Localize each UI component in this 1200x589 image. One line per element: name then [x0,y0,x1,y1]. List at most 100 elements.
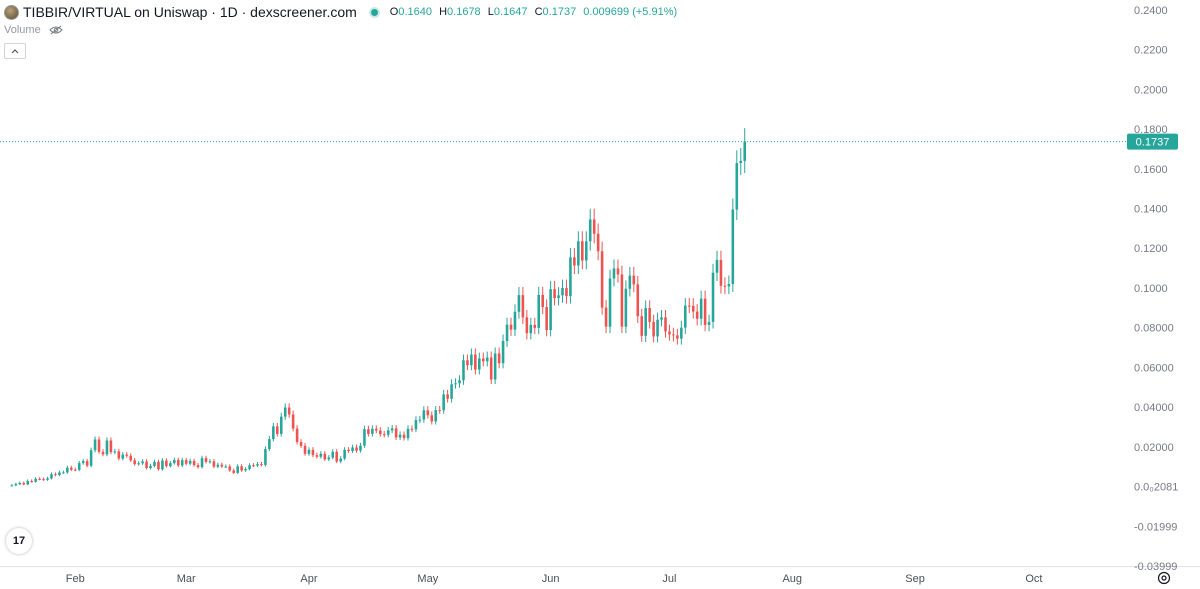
candle-body-up [161,460,164,470]
candle-body-up [113,451,117,453]
candle-body-up [680,327,683,339]
candle-body-down [668,331,671,335]
candle-body-up [386,430,390,435]
x-tick-label: Jun [542,573,560,585]
collapse-legend-button[interactable] [4,43,26,59]
candle-body-up [137,463,140,465]
candle-body-up [77,463,81,470]
x-tick-label: Sep [905,573,925,585]
candle-body-up [359,445,362,451]
candle-body-down [616,268,620,275]
candle-body-up [319,453,323,457]
candle-body-up [216,464,220,467]
candle-body-down [620,274,624,327]
candle-body-down [176,459,180,466]
candle-body-up [46,478,49,480]
candle-body-up [707,321,711,325]
candle-body-up [478,358,481,370]
candle-body-up [264,449,267,465]
ohlc-readout: O0.1640 H0.1678 L0.1647 C0.1737 0.009699… [390,6,681,18]
candle-body-up [81,461,85,464]
candle-body-up [684,305,687,328]
candle-body-down [438,410,441,412]
candle-body-down [648,308,651,322]
y-tick-label: 0.0₀2081 [1134,482,1178,494]
candle-body-down [375,428,378,431]
y-tick-label: 0.08000 [1134,323,1174,335]
candle-body-up [339,458,342,462]
y-tick-label: 0.1800 [1134,124,1168,136]
candle-body-down [295,428,299,443]
candle-body-down [636,284,640,317]
ohlc-low-value: 0.1647 [493,6,528,18]
candle-body-up [351,447,354,452]
y-tick-label: 0.1400 [1134,204,1168,216]
candle-body-down [157,461,160,470]
hide-eye-icon[interactable] [48,25,63,35]
candle-body-down [133,460,136,465]
candle-body-down [521,295,525,318]
x-tick-label: Jul [662,573,676,585]
y-tick-label: 0.1000 [1134,283,1168,295]
chevron-up-icon [11,49,19,54]
candle-body-down [54,474,57,476]
candle-body-up [699,298,703,319]
tradingview-logo[interactable]: 17 [6,528,32,554]
candle-body-up [584,241,588,261]
candle-body-down [335,451,338,462]
candle-body-down [196,465,200,468]
candle-body-up [660,317,663,320]
candle-body-down [466,360,469,366]
volume-label: Volume [4,24,41,36]
candle-body-up [549,289,552,331]
settings-gear-icon[interactable] [1157,571,1171,585]
candle-body-down [323,453,327,460]
y-tick-label: 0.2000 [1134,84,1168,96]
chart-title: TIBBIR/VIRTUAL on Uniswap · 1D · dexscre… [23,4,357,20]
candle-body-up [208,461,212,463]
candle-body-up [418,419,422,421]
chart-header: TIBBIR/VIRTUAL on Uniswap · 1D · dexscre… [4,2,681,22]
candle-body-up [62,472,65,474]
candle-body-down [220,464,224,467]
candle-body-down [723,285,727,287]
candle-body-down [347,449,350,452]
candle-body-up [363,429,366,446]
candle-body-up [283,407,287,417]
candle-body-up [513,311,517,330]
candle-body-up [66,467,69,473]
candle-body-down [600,251,604,308]
candle-body-down [184,460,188,464]
candle-body-up [422,410,426,420]
candle-body-down [291,414,295,429]
candle-body-down [378,430,382,435]
ohlc-open-value: 0.1640 [398,6,433,18]
candle-body-down [97,439,101,452]
candle-body-up [462,360,465,381]
candle-body-up [557,295,560,299]
candle-body-down [204,458,208,462]
candle-body-down [426,410,430,416]
x-tick-label: Oct [1025,573,1042,585]
candle-body-down [592,219,596,234]
candle-body-down [640,316,644,336]
y-tick-label: -0.01999 [1134,521,1177,533]
candle-body-up [180,460,184,466]
candle-body-up [644,308,647,336]
candle-body-down [691,305,695,312]
candle-body-up [390,428,394,431]
candle-body-down [446,394,449,399]
candle-body-down [212,461,216,467]
candle-body-down [30,481,33,483]
candle-body-up [529,324,533,334]
candle-body-up [727,283,731,287]
candle-body-down [664,317,667,332]
candle-body-up [26,481,30,485]
live-status-icon [370,8,378,16]
candle-body-up [493,353,497,380]
candle-body-up [105,440,109,455]
candle-body-up [485,357,489,362]
candle-body-up [434,410,438,422]
candle-body-up [656,319,659,337]
